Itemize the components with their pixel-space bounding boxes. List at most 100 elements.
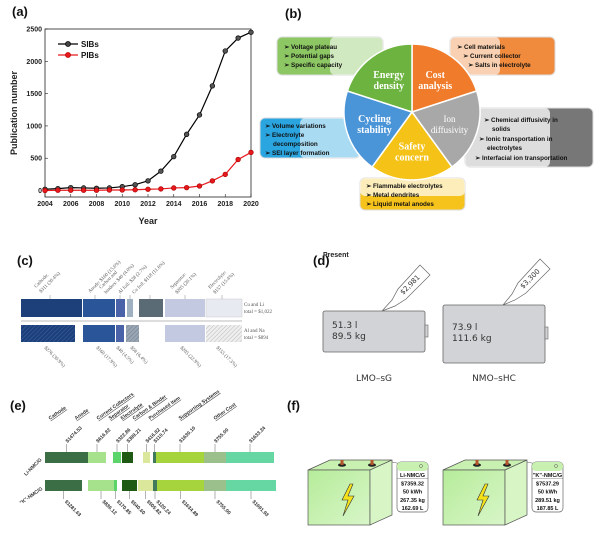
data-point-sibs (196, 112, 203, 118)
box-item: ➢ Ionic transportation in (479, 136, 553, 143)
data-point-sibs (158, 168, 164, 174)
bar-segment-current-collectors (113, 452, 121, 463)
y-tick-label: 2500 (26, 27, 42, 34)
row-cu-li (21, 298, 243, 318)
bar-segment-supporting-systems (204, 480, 226, 491)
box-item: ➢ SEI layer formation (265, 150, 330, 157)
bar-segment-supporting-systems (204, 452, 226, 463)
data-point-pibs (145, 186, 151, 192)
panel-label-d: (d) (313, 253, 330, 268)
box-item: solids (492, 126, 511, 133)
x-tick-label: 2014 (166, 201, 182, 208)
box-item: ➢ Cell materials (457, 44, 505, 51)
legend-marker-pibs (65, 52, 71, 58)
series-line-pibs (44, 151, 252, 192)
data-point-pibs (183, 184, 190, 191)
box-item: ➢ Potential gaps (284, 53, 335, 60)
bar-cathode (21, 299, 82, 317)
price-tag (502, 258, 551, 306)
bar-segment-separator (122, 480, 137, 491)
battery-lmo-sg: 51.3 l 89.5 kg $2,981 LMO–sG (322, 264, 431, 384)
bar-carbon-binders (116, 325, 124, 342)
row-label: Cu and Li (244, 303, 265, 308)
spec-name: Li-NMC/G (400, 473, 425, 479)
y-tick-label: 500 (30, 156, 42, 163)
data-point-sibs (209, 83, 216, 89)
panel-c-cost-bars: (c) Cu and Li total = $1,022 Al and Na t… (17, 253, 272, 369)
cost-label-bottom: $155 (17.3%) (215, 346, 238, 369)
box-item: ➢ Specific capacity (284, 62, 343, 69)
bar-segment-carbon-binder (153, 480, 157, 491)
box-item: ➢ Salts in electrolyte (468, 62, 531, 69)
legend-sibs: SIBs (81, 40, 99, 49)
category-header: Anode (74, 408, 90, 422)
value-label: $755.00 (213, 427, 230, 444)
box-item: ➢ Volume variations (265, 123, 326, 130)
x-tick-label: 2006 (63, 201, 79, 208)
box-ion-diffusivity: ➢ Chemical diffusivity in solids ➢ Ionic… (464, 107, 594, 168)
data-point-sibs (235, 35, 241, 41)
svg-text:73.9 l: 73.9 l (452, 323, 477, 333)
cost-label-bottom: $205 (22.9%) (179, 346, 202, 369)
battery-name: LMO–sG (356, 374, 392, 384)
svg-text:51.3 l: 51.3 l (332, 321, 357, 331)
bar-separator (165, 299, 205, 317)
pie-label: Cost (425, 70, 445, 81)
box-energy-density: ➢ Voltage plateau ➢ Potential gaps ➢ Spe… (276, 36, 384, 76)
data-point-pibs (132, 187, 138, 193)
spec-name: "K"-NMC/G (533, 473, 562, 479)
bar-segment-other-cost (226, 480, 276, 491)
value-label: $1281.63 (63, 499, 82, 518)
data-point-pibs (93, 187, 100, 193)
data-point-sibs (222, 48, 228, 54)
spec-cost: $7359.32 (401, 481, 424, 487)
bar-anode (83, 299, 115, 317)
bar-al-foil (127, 299, 133, 317)
value-label: $1633.24 (248, 425, 267, 444)
panel-f-battery-packs: (f) Li-NMC/G $7359.32 50 kWh 267.35 kg 162.6… (287, 398, 564, 526)
value-label: $1634.89 (180, 499, 199, 518)
panel-label-f: (f) (287, 398, 300, 413)
box-item: ➢ Current collector (463, 53, 521, 60)
pie-slice-cycling (343, 90, 414, 169)
panel-a-publication-chart: (a) 2004 2006 2008 2010 2012 2014 2016 2018 2020… (9, 4, 259, 226)
series-line-sibs (44, 31, 252, 190)
category-header: Cathode (48, 405, 68, 422)
bar-segment-electrolyte (143, 452, 150, 463)
value-label: $836.12 (101, 499, 118, 516)
panel-e-cost-breakdown: (e) Cathode Anode Current CollectorsSepara… (10, 389, 276, 518)
x-axis-label: Year (138, 216, 158, 226)
data-point-pibs (196, 183, 203, 189)
box-item: decomposition (273, 141, 318, 148)
data-point-sibs (248, 29, 254, 35)
spec-energy: 50 kWh (538, 490, 558, 496)
panel-label-a: (a) (12, 4, 28, 19)
bar-segment-other-cost (226, 452, 274, 463)
cost-label-bottom: $160 (17.9%) (95, 346, 118, 369)
data-point-sibs (183, 131, 190, 137)
y-axis-label: Publication number (9, 71, 19, 156)
bar-al-foil (126, 325, 139, 342)
data-point-pibs (106, 187, 113, 193)
pie-label: Safety (399, 141, 426, 152)
y-tick-label: 0 (38, 188, 42, 195)
legend: SIBs PIBs (58, 40, 99, 60)
bar-segment-separator (122, 452, 133, 463)
bar-anode (83, 325, 115, 342)
bar-carbon-binders (116, 299, 125, 317)
data-point-pibs (158, 186, 164, 192)
battery-pack: Li-NMC/G $7359.32 50 kWh 267.35 kg 162.69 L (307, 459, 429, 526)
box-item: ➢ Electrolyte (265, 132, 305, 139)
bar-segment-purchased-item (156, 452, 204, 463)
value-label: $755.00 (215, 499, 232, 516)
box-item: ➢ Metal dendrites (366, 192, 420, 199)
panel-d-battery-comparison: (d) Present 51.3 l 89.5 kg $2,981 LMO–sG… (313, 252, 551, 384)
value-label: $540.60 (129, 499, 146, 516)
bar-electrolyte (205, 298, 243, 318)
pie-slice-ion (410, 90, 481, 169)
row-total: total = $1,022 (244, 310, 272, 315)
bar-separator (165, 325, 205, 342)
bar-segment-carbon-binder (153, 452, 156, 463)
pie-label: Ion (444, 114, 456, 124)
spec-volume: 162.69 L (402, 506, 424, 512)
